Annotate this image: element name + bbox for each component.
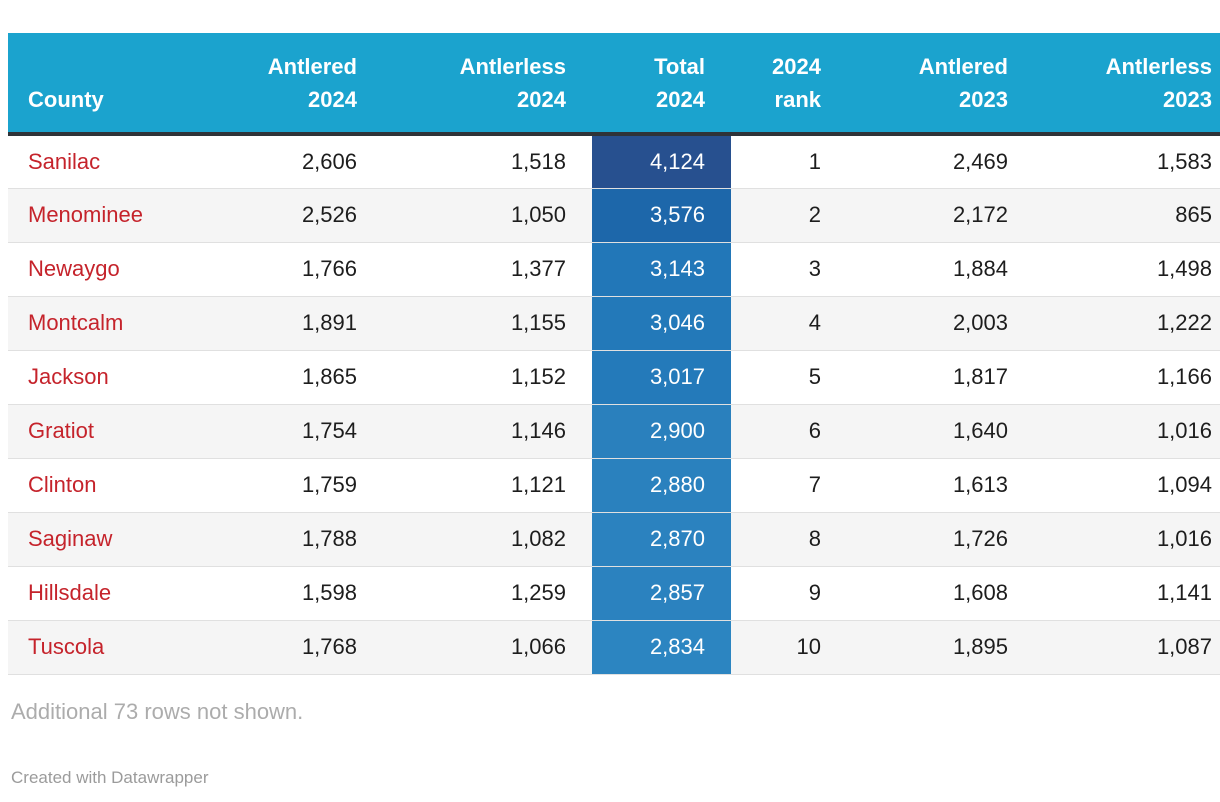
table-row: Tuscola 1,768 1,066 2,834 10 1,895 1,087	[8, 620, 1220, 675]
antlered-2024-cell: 1,598	[230, 566, 383, 621]
datawrapper-credit: Created with Datawrapper	[11, 768, 209, 787]
rank-cell: 8	[731, 512, 847, 567]
rank-cell: 7	[731, 458, 847, 513]
table-body: Sanilac 2,606 1,518 4,124 1 2,469 1,583 …	[8, 134, 1220, 675]
rank-cell: 5	[731, 350, 847, 405]
antlered-2024-cell: 2,526	[230, 188, 383, 243]
table-row: Montcalm 1,891 1,155 3,046 4 2,003 1,222	[8, 296, 1220, 351]
antlerless-2024-cell: 1,152	[383, 350, 592, 405]
county-cell: Sanilac	[8, 134, 230, 189]
antlerless-2023-cell: 1,222	[1034, 296, 1220, 351]
antlerless-2023-cell: 1,094	[1034, 458, 1220, 513]
antlerless-2024-cell: 1,377	[383, 242, 592, 297]
county-harvest-table: County Antlered 2024 Antlerless 2024 Tot…	[8, 33, 1220, 675]
rank-cell: 6	[731, 404, 847, 459]
antlered-2023-cell: 1,726	[847, 512, 1034, 567]
county-cell: Jackson	[8, 350, 230, 405]
table-row: Gratiot 1,754 1,146 2,900 6 1,640 1,016	[8, 404, 1220, 459]
antlered-2024-cell: 1,788	[230, 512, 383, 567]
antlered-2023-cell: 1,640	[847, 404, 1034, 459]
county-cell: Gratiot	[8, 404, 230, 459]
antlerless-2024-cell: 1,518	[383, 134, 592, 189]
col-header-antlered-2023: Antlered 2023	[847, 33, 1034, 136]
antlerless-2023-cell: 1,141	[1034, 566, 1220, 621]
antlered-2023-cell: 2,469	[847, 134, 1034, 189]
antlered-2023-cell: 1,817	[847, 350, 1034, 405]
antlerless-2024-cell: 1,155	[383, 296, 592, 351]
county-cell: Saginaw	[8, 512, 230, 567]
rows-not-shown-note: Additional 73 rows not shown.	[11, 699, 304, 724]
antlered-2023-cell: 2,172	[847, 188, 1034, 243]
county-cell: Hillsdale	[8, 566, 230, 621]
antlerless-2023-cell: 1,087	[1034, 620, 1220, 675]
table-row: Jackson 1,865 1,152 3,017 5 1,817 1,166	[8, 350, 1220, 405]
antlered-2023-cell: 1,884	[847, 242, 1034, 297]
antlered-2023-cell: 1,895	[847, 620, 1034, 675]
rank-cell: 3	[731, 242, 847, 297]
county-cell: Newaygo	[8, 242, 230, 297]
antlered-2024-cell: 2,606	[230, 134, 383, 189]
table-row: Saginaw 1,788 1,082 2,870 8 1,726 1,016	[8, 512, 1220, 567]
total-2024-heatmap-cell: 4,124	[592, 134, 731, 189]
antlered-2024-cell: 1,759	[230, 458, 383, 513]
county-cell: Menominee	[8, 188, 230, 243]
col-header-antlerless-2023: Antlerless 2023	[1034, 33, 1220, 136]
antlered-2024-cell: 1,766	[230, 242, 383, 297]
col-header-antlerless-2024: Antlerless 2024	[383, 33, 592, 136]
antlered-2024-cell: 1,865	[230, 350, 383, 405]
antlerless-2023-cell: 1,583	[1034, 134, 1220, 189]
rank-cell: 9	[731, 566, 847, 621]
header-row: County Antlered 2024 Antlerless 2024 Tot…	[8, 33, 1220, 136]
col-header-county: County	[8, 33, 230, 136]
table-row: Hillsdale 1,598 1,259 2,857 9 1,608 1,14…	[8, 566, 1220, 621]
antlerless-2024-cell: 1,121	[383, 458, 592, 513]
antlered-2023-cell: 2,003	[847, 296, 1034, 351]
rank-cell: 2	[731, 188, 847, 243]
col-header-antlered-2024: Antlered 2024	[230, 33, 383, 136]
table-header: County Antlered 2024 Antlerless 2024 Tot…	[8, 33, 1220, 136]
antlerless-2023-cell: 1,498	[1034, 242, 1220, 297]
total-2024-heatmap-cell: 3,046	[592, 296, 731, 351]
antlerless-2023-cell: 1,166	[1034, 350, 1220, 405]
total-2024-heatmap-cell: 3,576	[592, 188, 731, 243]
total-2024-heatmap-cell: 2,857	[592, 566, 731, 621]
antlered-2024-cell: 1,891	[230, 296, 383, 351]
antlerless-2024-cell: 1,146	[383, 404, 592, 459]
county-cell: Montcalm	[8, 296, 230, 351]
col-header-2024-rank: 2024 rank	[731, 33, 847, 136]
antlered-2023-cell: 1,613	[847, 458, 1034, 513]
total-2024-heatmap-cell: 2,880	[592, 458, 731, 513]
antlerless-2024-cell: 1,050	[383, 188, 592, 243]
total-2024-heatmap-cell: 2,870	[592, 512, 731, 567]
total-2024-heatmap-cell: 3,143	[592, 242, 731, 297]
antlered-2024-cell: 1,754	[230, 404, 383, 459]
total-2024-heatmap-cell: 2,834	[592, 620, 731, 675]
col-header-total-2024: Total 2024	[592, 33, 731, 136]
table-row: Clinton 1,759 1,121 2,880 7 1,613 1,094	[8, 458, 1220, 513]
county-cell: Tuscola	[8, 620, 230, 675]
table-row: Sanilac 2,606 1,518 4,124 1 2,469 1,583	[8, 134, 1220, 189]
antlerless-2024-cell: 1,066	[383, 620, 592, 675]
table-row: Newaygo 1,766 1,377 3,143 3 1,884 1,498	[8, 242, 1220, 297]
total-2024-heatmap-cell: 3,017	[592, 350, 731, 405]
table-container: County Antlered 2024 Antlerless 2024 Tot…	[8, 33, 1220, 675]
rank-cell: 10	[731, 620, 847, 675]
rank-cell: 1	[731, 134, 847, 189]
rank-cell: 4	[731, 296, 847, 351]
antlerless-2023-cell: 1,016	[1034, 512, 1220, 567]
antlered-2023-cell: 1,608	[847, 566, 1034, 621]
antlerless-2024-cell: 1,259	[383, 566, 592, 621]
county-cell: Clinton	[8, 458, 230, 513]
antlerless-2024-cell: 1,082	[383, 512, 592, 567]
antlered-2024-cell: 1,768	[230, 620, 383, 675]
antlerless-2023-cell: 1,016	[1034, 404, 1220, 459]
antlerless-2023-cell: 865	[1034, 188, 1220, 243]
total-2024-heatmap-cell: 2,900	[592, 404, 731, 459]
table-row: Menominee 2,526 1,050 3,576 2 2,172 865	[8, 188, 1220, 243]
